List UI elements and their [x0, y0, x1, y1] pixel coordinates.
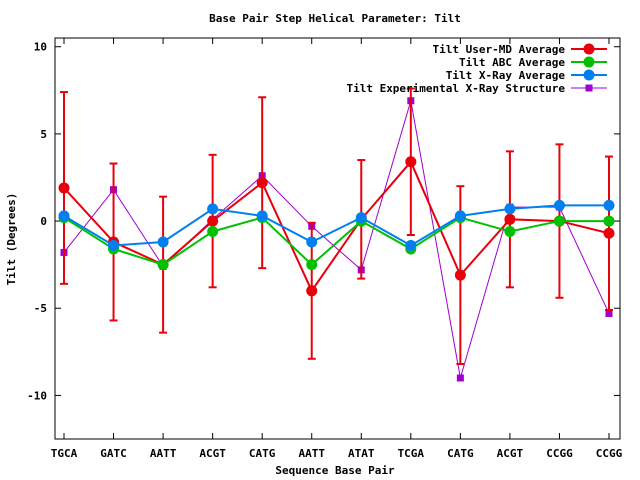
- y-tick-label: -10: [27, 389, 47, 402]
- data-point: [603, 199, 615, 211]
- data-point: [256, 177, 268, 189]
- data-point: [306, 259, 318, 271]
- x-tick-group: TGCA GATC AATT ACGT CATG AATT ATAT TCGA CATG ACGT…: [51, 38, 623, 460]
- series-line: [63, 159, 610, 293]
- legend-label: Tilt ABC Average: [459, 56, 565, 69]
- y-tick-group: -10 -5 0 5 10: [27, 41, 620, 402]
- data-point: [157, 259, 169, 271]
- data-point: [306, 236, 318, 248]
- chart-title: Base Pair Step Helical Parameter: Tilt: [209, 12, 461, 25]
- x-tick-label: AATT: [150, 447, 177, 460]
- legend-label: Tilt Experimental X-Ray Structure: [346, 82, 565, 95]
- data-point: [256, 210, 268, 222]
- x-axis-label: Sequence Base Pair: [275, 464, 395, 477]
- legend-label: Tilt X-Ray Average: [446, 69, 566, 82]
- y-tick-label: 0: [40, 215, 47, 228]
- x-tick-label: ACGT: [199, 447, 226, 460]
- data-point: [504, 203, 516, 215]
- legend-marker: [583, 69, 595, 81]
- series-line: [63, 216, 609, 267]
- data-point: [405, 156, 417, 168]
- x-tick-label: TGCA: [51, 447, 78, 460]
- data-point: [454, 210, 466, 222]
- data-point: [504, 226, 516, 238]
- data-point: [207, 226, 219, 238]
- series-line: [63, 204, 609, 247]
- data-point: [553, 199, 565, 211]
- legend-label: Tilt User-MD Average: [433, 43, 566, 56]
- x-tick-label: ATAT: [348, 447, 375, 460]
- x-tick-label: CATG: [447, 447, 474, 460]
- plot-frame-group: [54, 37, 621, 440]
- data-point: [58, 210, 70, 222]
- data-point: [454, 269, 466, 281]
- data-point: [108, 239, 120, 251]
- plot-frame: [54, 37, 621, 440]
- x-tick-label: TCGA: [398, 447, 425, 460]
- x-tick-label: CCGG: [596, 447, 623, 460]
- legend-marker: [585, 84, 593, 92]
- legend-marker: [583, 56, 595, 68]
- series-2: [58, 199, 615, 251]
- series-3: [60, 97, 613, 382]
- data-point: [456, 374, 464, 382]
- x-tick-label: CCGG: [546, 447, 573, 460]
- data-point: [157, 236, 169, 248]
- data-point: [58, 182, 70, 194]
- data-point: [603, 227, 615, 239]
- y-axis-label: Tilt (Degrees): [5, 193, 18, 286]
- x-tick-label: AATT: [298, 447, 325, 460]
- data-point: [504, 213, 516, 225]
- data-point: [306, 285, 318, 297]
- y-tick-label: 5: [40, 128, 47, 141]
- data-point: [405, 239, 417, 251]
- x-tick-label: GATC: [100, 447, 127, 460]
- data-point: [207, 203, 219, 215]
- data-point: [355, 212, 367, 224]
- series-group: [58, 87, 615, 382]
- legend-marker: [583, 43, 595, 55]
- data-point: [553, 215, 565, 227]
- x-tick-label: CATG: [249, 447, 276, 460]
- series-line: [63, 100, 610, 379]
- data-point: [603, 215, 615, 227]
- x-tick-label: ACGT: [497, 447, 524, 460]
- data-point: [207, 215, 219, 227]
- data-point: [605, 309, 613, 317]
- y-tick-label: -5: [34, 302, 47, 315]
- y-tick-label: 10: [34, 41, 47, 54]
